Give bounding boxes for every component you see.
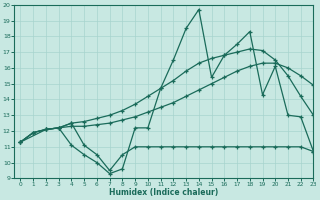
X-axis label: Humidex (Indice chaleur): Humidex (Indice chaleur) bbox=[109, 188, 219, 197]
